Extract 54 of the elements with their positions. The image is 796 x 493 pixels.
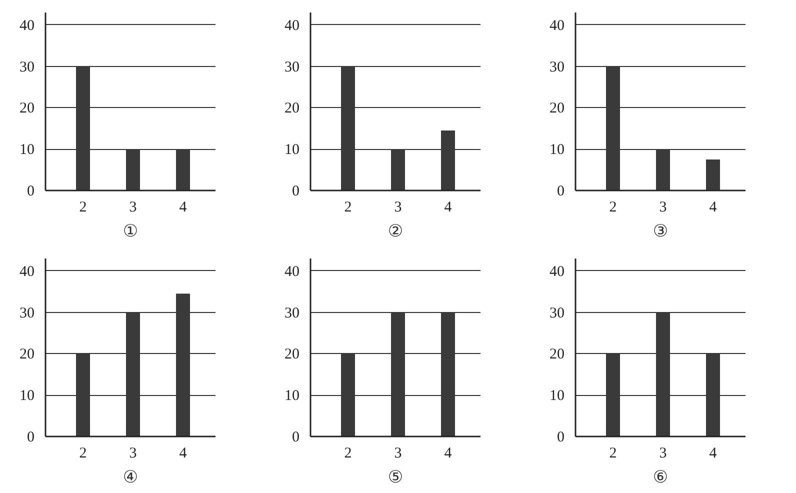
y-tick-label: 40 xyxy=(550,18,564,34)
x-tick-label: 4 xyxy=(444,200,452,216)
y-tick-label: 20 xyxy=(20,100,34,117)
y-tick-label: 0 xyxy=(292,184,300,200)
y-tick-label: 0 xyxy=(557,184,564,200)
y-tick-label: 20 xyxy=(20,346,34,363)
y-tick-label: 10 xyxy=(550,142,564,158)
y-tick-label: 30 xyxy=(284,59,300,76)
y-tick-label: 40 xyxy=(20,18,34,34)
y-tick-label: 40 xyxy=(20,264,34,280)
y-tick-label: 0 xyxy=(27,430,34,446)
text: ② xyxy=(388,222,404,242)
x-tick-label: 4 xyxy=(444,446,452,462)
x-tick-label: 4 xyxy=(709,446,718,462)
x-tick-label: 3 xyxy=(659,446,667,462)
y-tick-label: 10 xyxy=(20,142,34,158)
y-tick-label: 20 xyxy=(550,346,564,363)
y-tick-label: 20 xyxy=(550,100,564,117)
x-tick-label: 2 xyxy=(344,446,352,462)
text: ① xyxy=(122,222,138,242)
y-tick-label: 0 xyxy=(292,430,300,446)
text: ④ xyxy=(122,468,138,488)
y-tick-label: 40 xyxy=(550,264,564,280)
text: ③ xyxy=(652,222,668,242)
y-tick-label: 0 xyxy=(27,184,34,200)
x-tick-label: 2 xyxy=(344,200,352,216)
x-tick-label: 4 xyxy=(179,446,188,462)
y-tick-label: 30 xyxy=(20,305,34,322)
y-tick-label: 30 xyxy=(284,305,300,322)
y-tick-label: 10 xyxy=(20,388,34,404)
x-tick-label: 4 xyxy=(709,200,718,216)
y-tick-label: 30 xyxy=(20,59,34,76)
x-tick-label: 2 xyxy=(79,446,87,462)
x-tick-label: 3 xyxy=(394,200,402,216)
x-tick-label: 2 xyxy=(609,446,617,462)
x-tick-label: 3 xyxy=(129,446,137,462)
y-tick-label: 10 xyxy=(550,388,564,404)
x-tick-label: 4 xyxy=(179,200,188,216)
y-tick-label: 20 xyxy=(284,100,300,117)
y-tick-label: 30 xyxy=(550,59,564,76)
x-tick-label: 2 xyxy=(79,200,87,216)
text: ⑥ xyxy=(652,468,668,488)
y-tick-label: 0 xyxy=(557,430,564,446)
y-tick-label: 40 xyxy=(284,18,300,34)
x-tick-label: 3 xyxy=(129,200,137,216)
x-tick-label: 3 xyxy=(659,200,667,216)
y-tick-label: 30 xyxy=(550,305,564,322)
y-tick-label: 10 xyxy=(284,142,300,158)
y-tick-label: 10 xyxy=(284,388,300,404)
x-tick-label: 2 xyxy=(609,200,617,216)
y-tick-label: 40 xyxy=(284,264,300,280)
x-tick-label: 3 xyxy=(394,446,402,462)
text: ⑤ xyxy=(388,468,404,488)
y-tick-label: 20 xyxy=(284,346,300,363)
